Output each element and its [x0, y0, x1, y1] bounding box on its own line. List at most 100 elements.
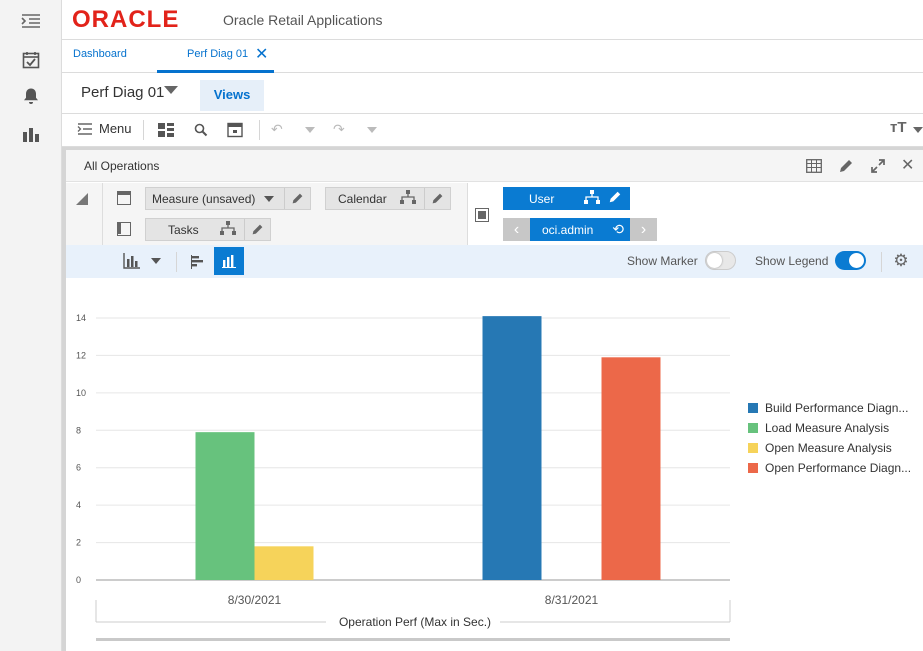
legend-swatch — [748, 423, 758, 433]
toolbar-divider — [259, 120, 260, 140]
legend-swatch — [748, 403, 758, 413]
expand-icon[interactable] — [868, 156, 888, 176]
text-size-dropdown-icon[interactable] — [913, 127, 923, 133]
menu-label: Menu — [99, 121, 132, 136]
layout-icon[interactable] — [156, 120, 176, 140]
legend-item[interactable]: Open Measure Analysis — [748, 438, 918, 458]
legend-label: Load Measure Analysis — [765, 421, 890, 435]
tasks-icon[interactable] — [18, 48, 44, 72]
reports-icon[interactable] — [18, 122, 44, 146]
calendar-grid-icon[interactable] — [226, 121, 244, 139]
x-tick-label: 8/31/2021 — [545, 593, 599, 607]
horizontal-bars-icon[interactable] — [188, 251, 208, 273]
tasks-dimension-tile[interactable]: Tasks — [145, 218, 271, 241]
workspace-title[interactable]: Perf Diag 01 — [81, 84, 165, 101]
user-selector[interactable]: oci.admin ⟲ — [530, 218, 630, 241]
app-title: Oracle Retail Applications — [223, 12, 383, 28]
show-marker-label: Show Marker — [627, 254, 698, 268]
previous-user-icon[interactable]: ‹ — [503, 218, 530, 241]
menu-button[interactable]: Menu — [77, 121, 132, 136]
panel-header — [66, 150, 923, 182]
chart-toolbar — [66, 245, 923, 278]
user-edit-icon[interactable] — [608, 190, 622, 207]
y-tick-label: 8 — [76, 425, 81, 435]
measure-dimension-tile[interactable]: Measure (unsaved) — [145, 187, 311, 210]
workspace-dropdown-icon[interactable] — [164, 86, 178, 94]
search-icon[interactable] — [192, 121, 210, 139]
notifications-icon[interactable] — [18, 84, 44, 108]
tab-bar — [62, 40, 923, 73]
legend-label: Build Performance Diagn... — [765, 401, 909, 415]
bar — [195, 432, 255, 580]
bar — [601, 357, 661, 580]
view-panel: All Operations ✕ Measure (unsaved) Calen… — [66, 150, 923, 651]
measure-edit-icon[interactable] — [284, 188, 310, 209]
calendar-hierarchy-icon[interactable] — [400, 190, 416, 207]
user-reset-icon[interactable]: ⟲ — [612, 221, 624, 237]
workspace-bar — [62, 73, 923, 114]
close-tab-icon[interactable]: ✕ — [255, 46, 269, 63]
chart-legend: Build Performance Diagn... Load Measure A… — [748, 398, 918, 478]
next-user-icon[interactable]: › — [630, 218, 657, 241]
nav-toggle-icon[interactable] — [18, 10, 44, 32]
calendar-dimension-tile[interactable]: Calendar — [325, 187, 451, 210]
user-value: oci.admin — [542, 222, 594, 237]
y-tick-label: 0 — [76, 575, 81, 585]
legend-label: Open Performance Diagn... — [765, 461, 912, 475]
chart-type-selector[interactable] — [123, 253, 161, 269]
views-button[interactable]: Views — [200, 80, 264, 111]
user-hierarchy-icon[interactable] — [584, 190, 600, 207]
main-toolbar — [62, 114, 923, 147]
column-axis-icon — [117, 222, 131, 236]
y-tick-label: 10 — [76, 388, 86, 398]
bar-chart-icon — [123, 253, 140, 269]
collapse-pivot-icon[interactable] — [76, 193, 88, 205]
bar — [482, 316, 542, 580]
x-axis-scrollbar — [96, 638, 730, 641]
close-panel-icon[interactable]: ✕ — [901, 157, 915, 174]
tasks-edit-icon[interactable] — [244, 219, 270, 240]
legend-item[interactable]: Build Performance Diagn... — [748, 398, 918, 418]
undo-dropdown-icon[interactable] — [305, 127, 315, 133]
show-legend-label: Show Legend — [755, 254, 829, 268]
undo-icon[interactable]: ↶ — [271, 121, 283, 137]
tab-perf-diag[interactable]: Perf Diag 01 ✕ — [157, 40, 274, 73]
redo-icon[interactable]: ↷ — [333, 121, 345, 137]
tasks-hierarchy-icon[interactable] — [220, 221, 236, 238]
show-marker-toggle[interactable] — [705, 251, 736, 270]
vertical-bars-icon[interactable] — [214, 247, 244, 275]
panel-title: All Operations — [84, 159, 160, 173]
legend-item[interactable]: Load Measure Analysis — [748, 418, 918, 438]
legend-swatch — [748, 443, 758, 453]
pivot-divider — [102, 183, 103, 245]
tab-perf-diag-label: Perf Diag 01 — [187, 48, 249, 60]
bar — [254, 546, 314, 580]
chart-toolbar-divider — [881, 252, 882, 272]
y-tick-label: 14 — [76, 313, 86, 323]
oracle-logo: ORACLE — [72, 6, 180, 33]
y-tick-label: 6 — [76, 463, 81, 473]
toolbar-divider — [143, 120, 144, 140]
x-axis-title: Operation Perf (Max in Sec.) — [339, 615, 491, 629]
calendar-edit-icon[interactable] — [424, 188, 450, 209]
user-dimension-tile[interactable]: User — [503, 187, 630, 210]
chart-type-dropdown-icon[interactable] — [151, 258, 161, 264]
user-label: User — [529, 191, 555, 206]
left-nav-rail — [0, 0, 62, 651]
measure-dropdown-icon[interactable] — [264, 195, 274, 202]
show-legend-toggle[interactable] — [835, 251, 866, 270]
legend-item[interactable]: Open Performance Diagn... — [748, 458, 918, 478]
bar-chart: 0 2 4 6 8 10 12 14 8/30/2021 8/31/2021 Operation P… — [76, 313, 731, 641]
table-view-icon[interactable] — [804, 157, 824, 175]
y-tick-label: 4 — [76, 500, 81, 510]
y-tick-label: 12 — [76, 350, 86, 360]
edit-icon[interactable] — [836, 156, 856, 176]
menu-icon — [77, 122, 92, 135]
x-tick-label: 8/30/2021 — [228, 593, 282, 607]
tab-dashboard[interactable]: Dashboard — [73, 48, 127, 60]
text-size-icon[interactable]: ᴛT — [890, 119, 907, 136]
settings-gear-icon[interactable]: ⚙ — [893, 251, 909, 270]
redo-dropdown-icon[interactable] — [367, 127, 377, 133]
calendar-label: Calendar — [338, 191, 387, 206]
